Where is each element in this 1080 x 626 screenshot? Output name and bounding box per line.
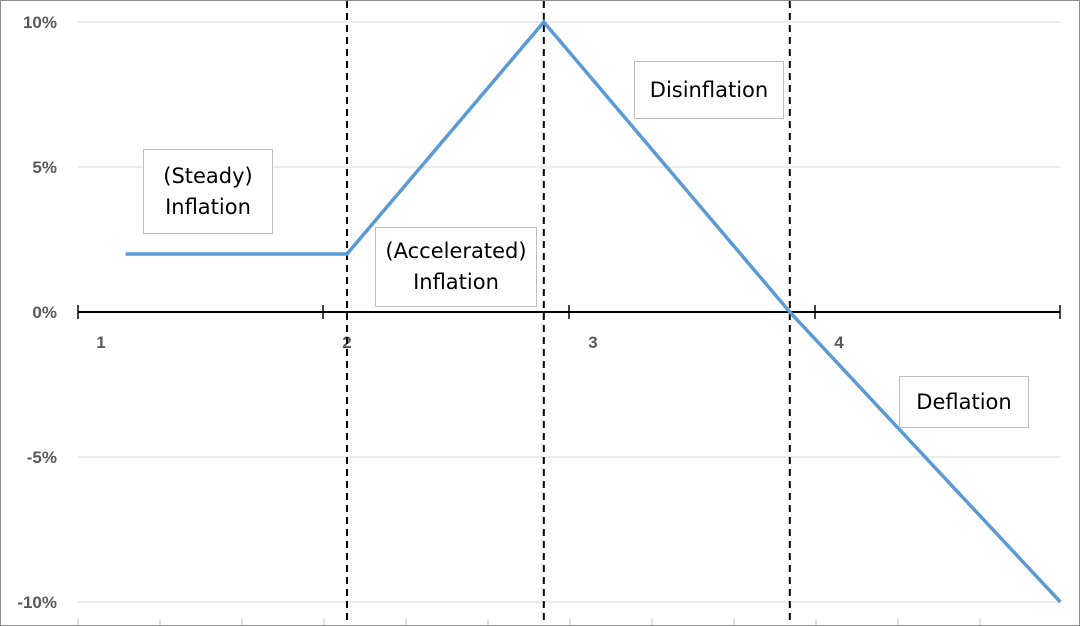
annotation-accelerated-line1: (Accelerated) — [385, 239, 527, 263]
y-tick-label-3: -5% — [27, 448, 57, 467]
annotation-steady-inflation: (Steady) Inflation — [143, 149, 273, 234]
annotation-disinflation-label: Disinflation — [649, 77, 769, 102]
annotation-disinflation: Disinflation — [634, 61, 784, 119]
x-tick-label-2: 3 — [588, 333, 597, 352]
x-tick-label-3: 4 — [834, 333, 844, 352]
annotation-accelerated-inflation: (Accelerated) Inflation — [375, 227, 537, 307]
annotation-steady-line2: Inflation — [165, 194, 251, 219]
annotation-deflation-label: Deflation — [916, 389, 1012, 414]
y-tick-label-0: 10% — [23, 13, 57, 32]
y-tick-label-1: 5% — [32, 158, 57, 177]
annotation-deflation: Deflation — [899, 376, 1029, 428]
y-tick-label-2: 0% — [32, 303, 57, 322]
x-tick-label-0: 1 — [96, 333, 105, 352]
y-tick-label-4: -10% — [17, 593, 57, 612]
annotation-accelerated-line2: Inflation — [413, 270, 499, 294]
annotation-steady-line1: (Steady) — [163, 163, 253, 188]
